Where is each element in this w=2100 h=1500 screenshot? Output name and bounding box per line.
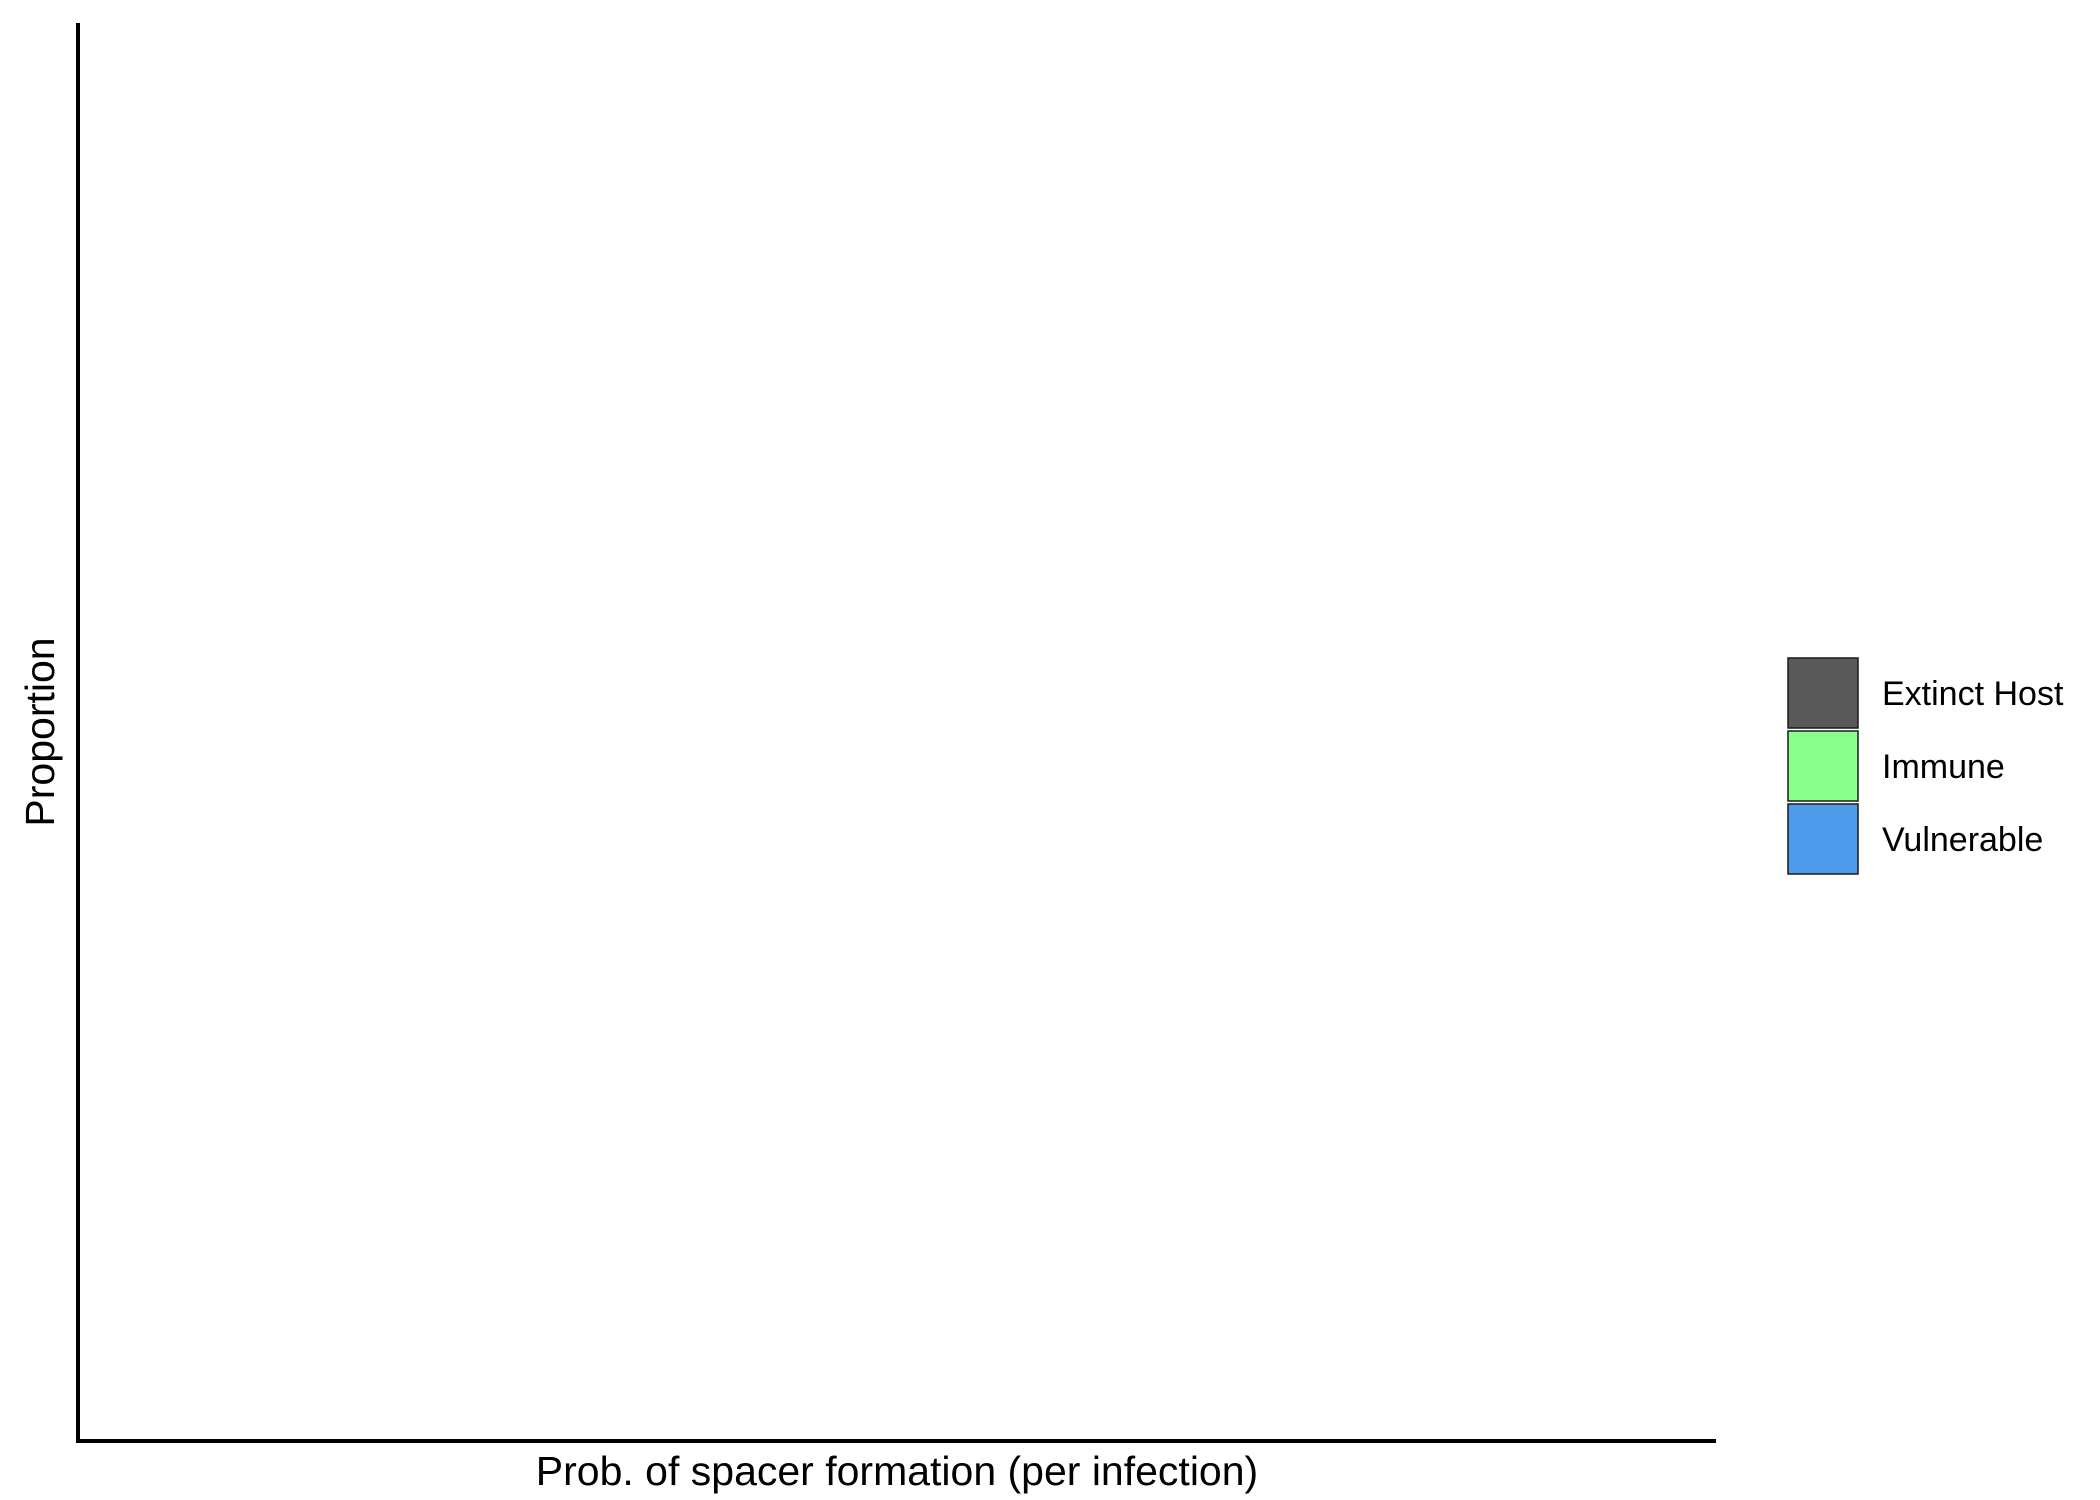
legend: Extinct Host Immune Vulnerable xyxy=(1787,657,2064,875)
legend-label-vulnerable: Vulnerable xyxy=(1882,821,2043,859)
legend-label-extinct-host: Extinct Host xyxy=(1882,675,2064,713)
y-axis-title: Proportion xyxy=(17,637,63,826)
legend-label-immune: Immune xyxy=(1882,748,2005,786)
x-axis-title: Prob. of spacer formation (per infection… xyxy=(536,1448,1258,1494)
legend-key-vulnerable xyxy=(1787,803,1859,875)
legend-key-extinct-host xyxy=(1787,657,1859,729)
legend-key-immune xyxy=(1787,730,1859,802)
